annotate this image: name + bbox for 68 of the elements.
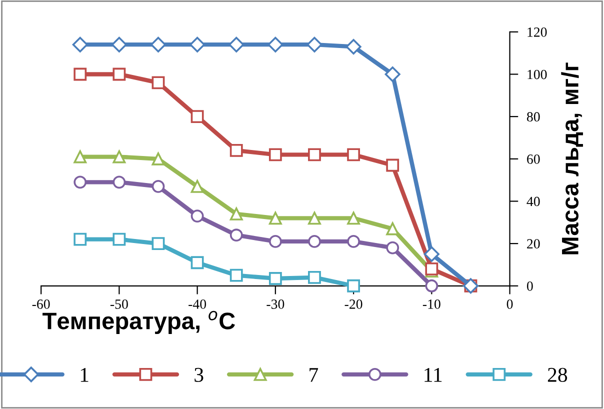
point: [386, 241, 400, 254]
point: [384, 66, 400, 82]
point: [152, 237, 165, 250]
point: [308, 234, 321, 248]
point: [308, 148, 321, 162]
point: [228, 36, 244, 52]
point: [308, 270, 321, 284]
point: [424, 246, 440, 262]
point: [268, 36, 284, 52]
legend-label: 11: [424, 368, 442, 382]
point: [112, 68, 126, 81]
point: [74, 232, 87, 246]
point: [190, 180, 204, 193]
y-tick-label: 40: [526, 196, 540, 206]
point: [268, 272, 282, 285]
point: [425, 262, 438, 276]
point: [347, 148, 360, 162]
point: [268, 234, 282, 248]
x-axis-title: Температура, $^{o}$C: [42, 310, 236, 334]
point: [74, 68, 87, 81]
point: [74, 176, 87, 189]
point: [268, 212, 282, 225]
point: [230, 207, 243, 220]
x-tick-label: 0: [506, 299, 513, 309]
legend-label: 1: [80, 368, 88, 382]
point: [190, 36, 206, 52]
point: [230, 268, 243, 282]
legend-label: 28: [548, 368, 568, 382]
point: [308, 212, 321, 225]
point: [152, 180, 165, 193]
point: [152, 76, 165, 90]
point: [111, 36, 127, 52]
point: [386, 222, 400, 236]
x-tick-label: -50: [110, 299, 128, 309]
point: [347, 234, 360, 248]
point: [347, 279, 360, 292]
point: [150, 36, 166, 52]
legend-label: 7: [310, 368, 318, 382]
point: [230, 144, 243, 157]
legend-label: 3: [194, 368, 204, 382]
y-tick-label: 120: [528, 27, 547, 37]
x-tick-label: -30: [266, 299, 284, 309]
y-axis-title: Масса льда, мг/г: [561, 62, 583, 254]
point: [347, 212, 360, 225]
x-tick-label: -60: [32, 299, 50, 309]
point: [152, 152, 165, 166]
point: [112, 176, 126, 189]
point: [268, 148, 282, 162]
x-tick-label: -20: [344, 299, 362, 309]
point: [190, 210, 204, 223]
point: [346, 38, 362, 54]
point: [112, 150, 126, 164]
y-tick-label: 100: [528, 70, 547, 80]
y-tick-label: 80: [526, 112, 540, 122]
point: [230, 228, 243, 242]
point: [386, 158, 400, 172]
point: [112, 232, 126, 246]
y-tick-label: 20: [527, 239, 540, 249]
y-tick-label: 0: [526, 281, 533, 291]
point: [425, 279, 438, 292]
point: [306, 36, 322, 52]
point: [190, 256, 204, 270]
point: [72, 36, 88, 52]
point: [74, 150, 87, 164]
point: [190, 110, 204, 124]
x-tick-label: -40: [188, 299, 206, 309]
x-tick-label: -10: [422, 299, 440, 309]
y-tick-label: 60: [527, 154, 540, 164]
